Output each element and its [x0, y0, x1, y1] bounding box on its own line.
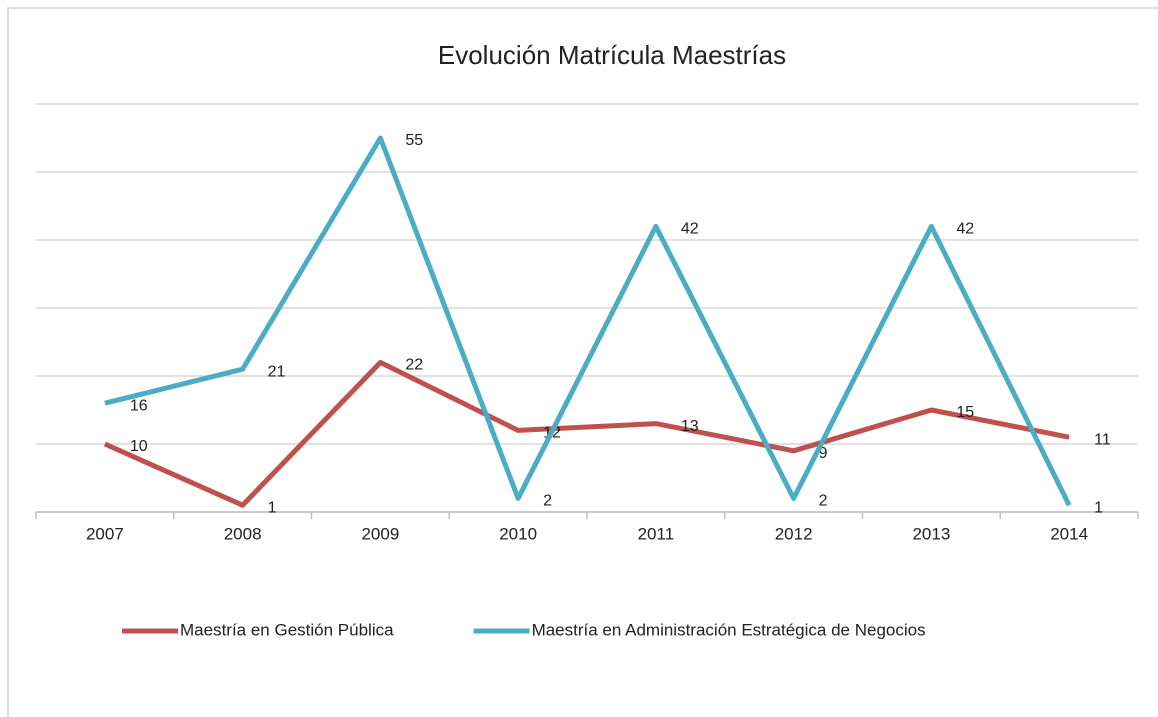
- data-label: 11: [1094, 431, 1111, 448]
- x-tick-label: 2008: [224, 524, 262, 543]
- series-line: [104, 135, 1072, 507]
- data-label: 1: [268, 499, 277, 516]
- data-label: 42: [681, 221, 699, 238]
- chart-border: [7, 7, 1158, 717]
- data-label: 2: [543, 493, 552, 510]
- data-label: 21: [268, 363, 286, 380]
- data-label: 42: [956, 221, 974, 238]
- x-tick-label: 2012: [775, 524, 813, 543]
- x-tick-label: 2013: [912, 524, 950, 543]
- data-label: 15: [956, 404, 974, 421]
- data-label: 10: [130, 438, 148, 455]
- series-line: [103, 359, 1070, 508]
- data-label: 1: [1094, 499, 1103, 516]
- legend-label: Maestría en Administración Estratégica d…: [532, 620, 926, 639]
- data-label: 16: [130, 397, 148, 414]
- legend-label: Maestría en Gestión Pública: [180, 620, 394, 639]
- x-tick-label: 2011: [638, 524, 675, 543]
- data-label: 9: [819, 445, 828, 462]
- data-label: 22: [405, 357, 423, 374]
- x-tick-label: 2007: [86, 524, 124, 543]
- data-label: 55: [405, 132, 423, 149]
- x-tick-label: 2010: [499, 524, 537, 543]
- x-tick-label: 2014: [1050, 524, 1088, 543]
- x-tick-label: 2009: [361, 524, 399, 543]
- data-label: 13: [681, 418, 699, 435]
- data-label: 2: [819, 493, 828, 510]
- chart-title: Evolución Matrícula Maestrías: [438, 40, 786, 70]
